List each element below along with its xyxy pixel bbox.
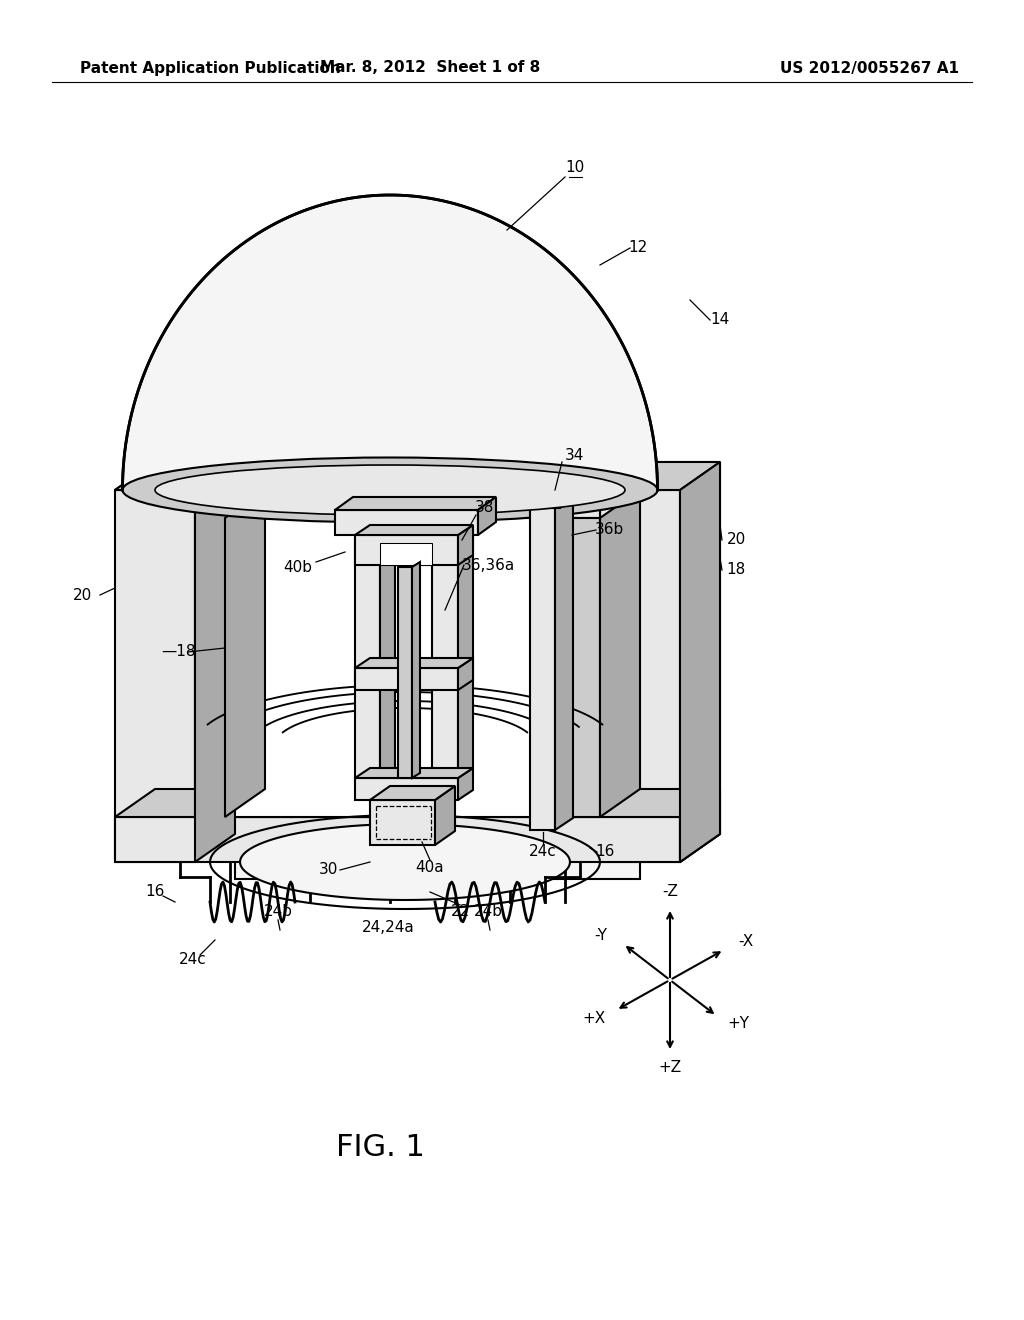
Polygon shape [123,195,657,490]
Polygon shape [225,490,265,817]
Text: 20: 20 [73,587,91,602]
Polygon shape [412,562,420,777]
Polygon shape [195,462,640,490]
Polygon shape [555,496,573,830]
Text: 16: 16 [145,884,165,899]
Polygon shape [370,785,455,800]
Polygon shape [680,462,720,862]
Polygon shape [335,498,496,510]
Polygon shape [355,535,380,777]
Polygon shape [195,490,600,517]
Polygon shape [355,777,458,800]
Text: -X: -X [738,935,754,949]
Polygon shape [570,517,600,817]
Polygon shape [458,768,473,800]
Text: FIG. 1: FIG. 1 [336,1134,424,1163]
Text: 14: 14 [711,313,730,327]
Text: 20: 20 [726,532,745,548]
Polygon shape [600,490,640,817]
Text: -Z: -Z [663,884,678,899]
Polygon shape [240,824,570,900]
Polygon shape [458,525,473,565]
Polygon shape [225,517,570,817]
Text: Patent Application Publication: Patent Application Publication [80,61,341,75]
Polygon shape [355,525,473,535]
Polygon shape [478,498,496,535]
Polygon shape [115,462,234,490]
Polygon shape [600,462,720,490]
Text: 34: 34 [564,449,584,463]
Polygon shape [355,768,473,777]
Polygon shape [115,490,195,862]
Text: 22: 22 [451,904,470,920]
Polygon shape [380,543,432,565]
Polygon shape [398,568,412,777]
Text: 18: 18 [726,562,745,578]
Text: 40b: 40b [284,561,312,576]
Polygon shape [530,508,555,830]
Text: —18: —18 [161,644,196,660]
Polygon shape [680,789,720,862]
Text: 38: 38 [474,500,494,516]
Text: 16: 16 [595,845,614,859]
Polygon shape [458,657,473,690]
Text: US 2012/0055267 A1: US 2012/0055267 A1 [780,61,959,75]
Polygon shape [355,657,473,668]
Polygon shape [458,525,473,777]
Ellipse shape [123,458,657,523]
Polygon shape [195,462,234,862]
Text: 24b: 24b [263,904,293,920]
Polygon shape [115,789,720,817]
Text: Mar. 8, 2012  Sheet 1 of 8: Mar. 8, 2012 Sheet 1 of 8 [319,61,540,75]
Text: 24c: 24c [529,845,557,859]
Polygon shape [370,800,435,845]
Polygon shape [355,668,458,690]
Polygon shape [600,490,680,862]
Polygon shape [335,510,478,535]
Text: 24b: 24b [473,904,503,920]
Text: +X: +X [583,1011,605,1026]
Text: 12: 12 [629,240,647,256]
Polygon shape [234,462,640,879]
Text: +Y: +Y [728,1016,750,1031]
Text: 30: 30 [318,862,338,878]
Text: 36b: 36b [594,523,624,537]
Text: 40a: 40a [416,861,444,875]
Polygon shape [115,817,680,862]
Polygon shape [435,785,455,845]
Text: 24,24a: 24,24a [361,920,415,936]
Polygon shape [355,535,458,565]
Polygon shape [380,525,395,777]
Text: 36,36a: 36,36a [462,557,515,573]
Text: 10: 10 [565,161,585,176]
Polygon shape [525,496,578,508]
Polygon shape [432,535,458,777]
Polygon shape [680,462,720,862]
Text: -Y: -Y [595,928,607,944]
Polygon shape [195,517,225,817]
Ellipse shape [155,465,625,515]
Text: 24c: 24c [179,953,207,968]
Text: +Z: +Z [658,1060,682,1076]
Polygon shape [115,462,720,490]
